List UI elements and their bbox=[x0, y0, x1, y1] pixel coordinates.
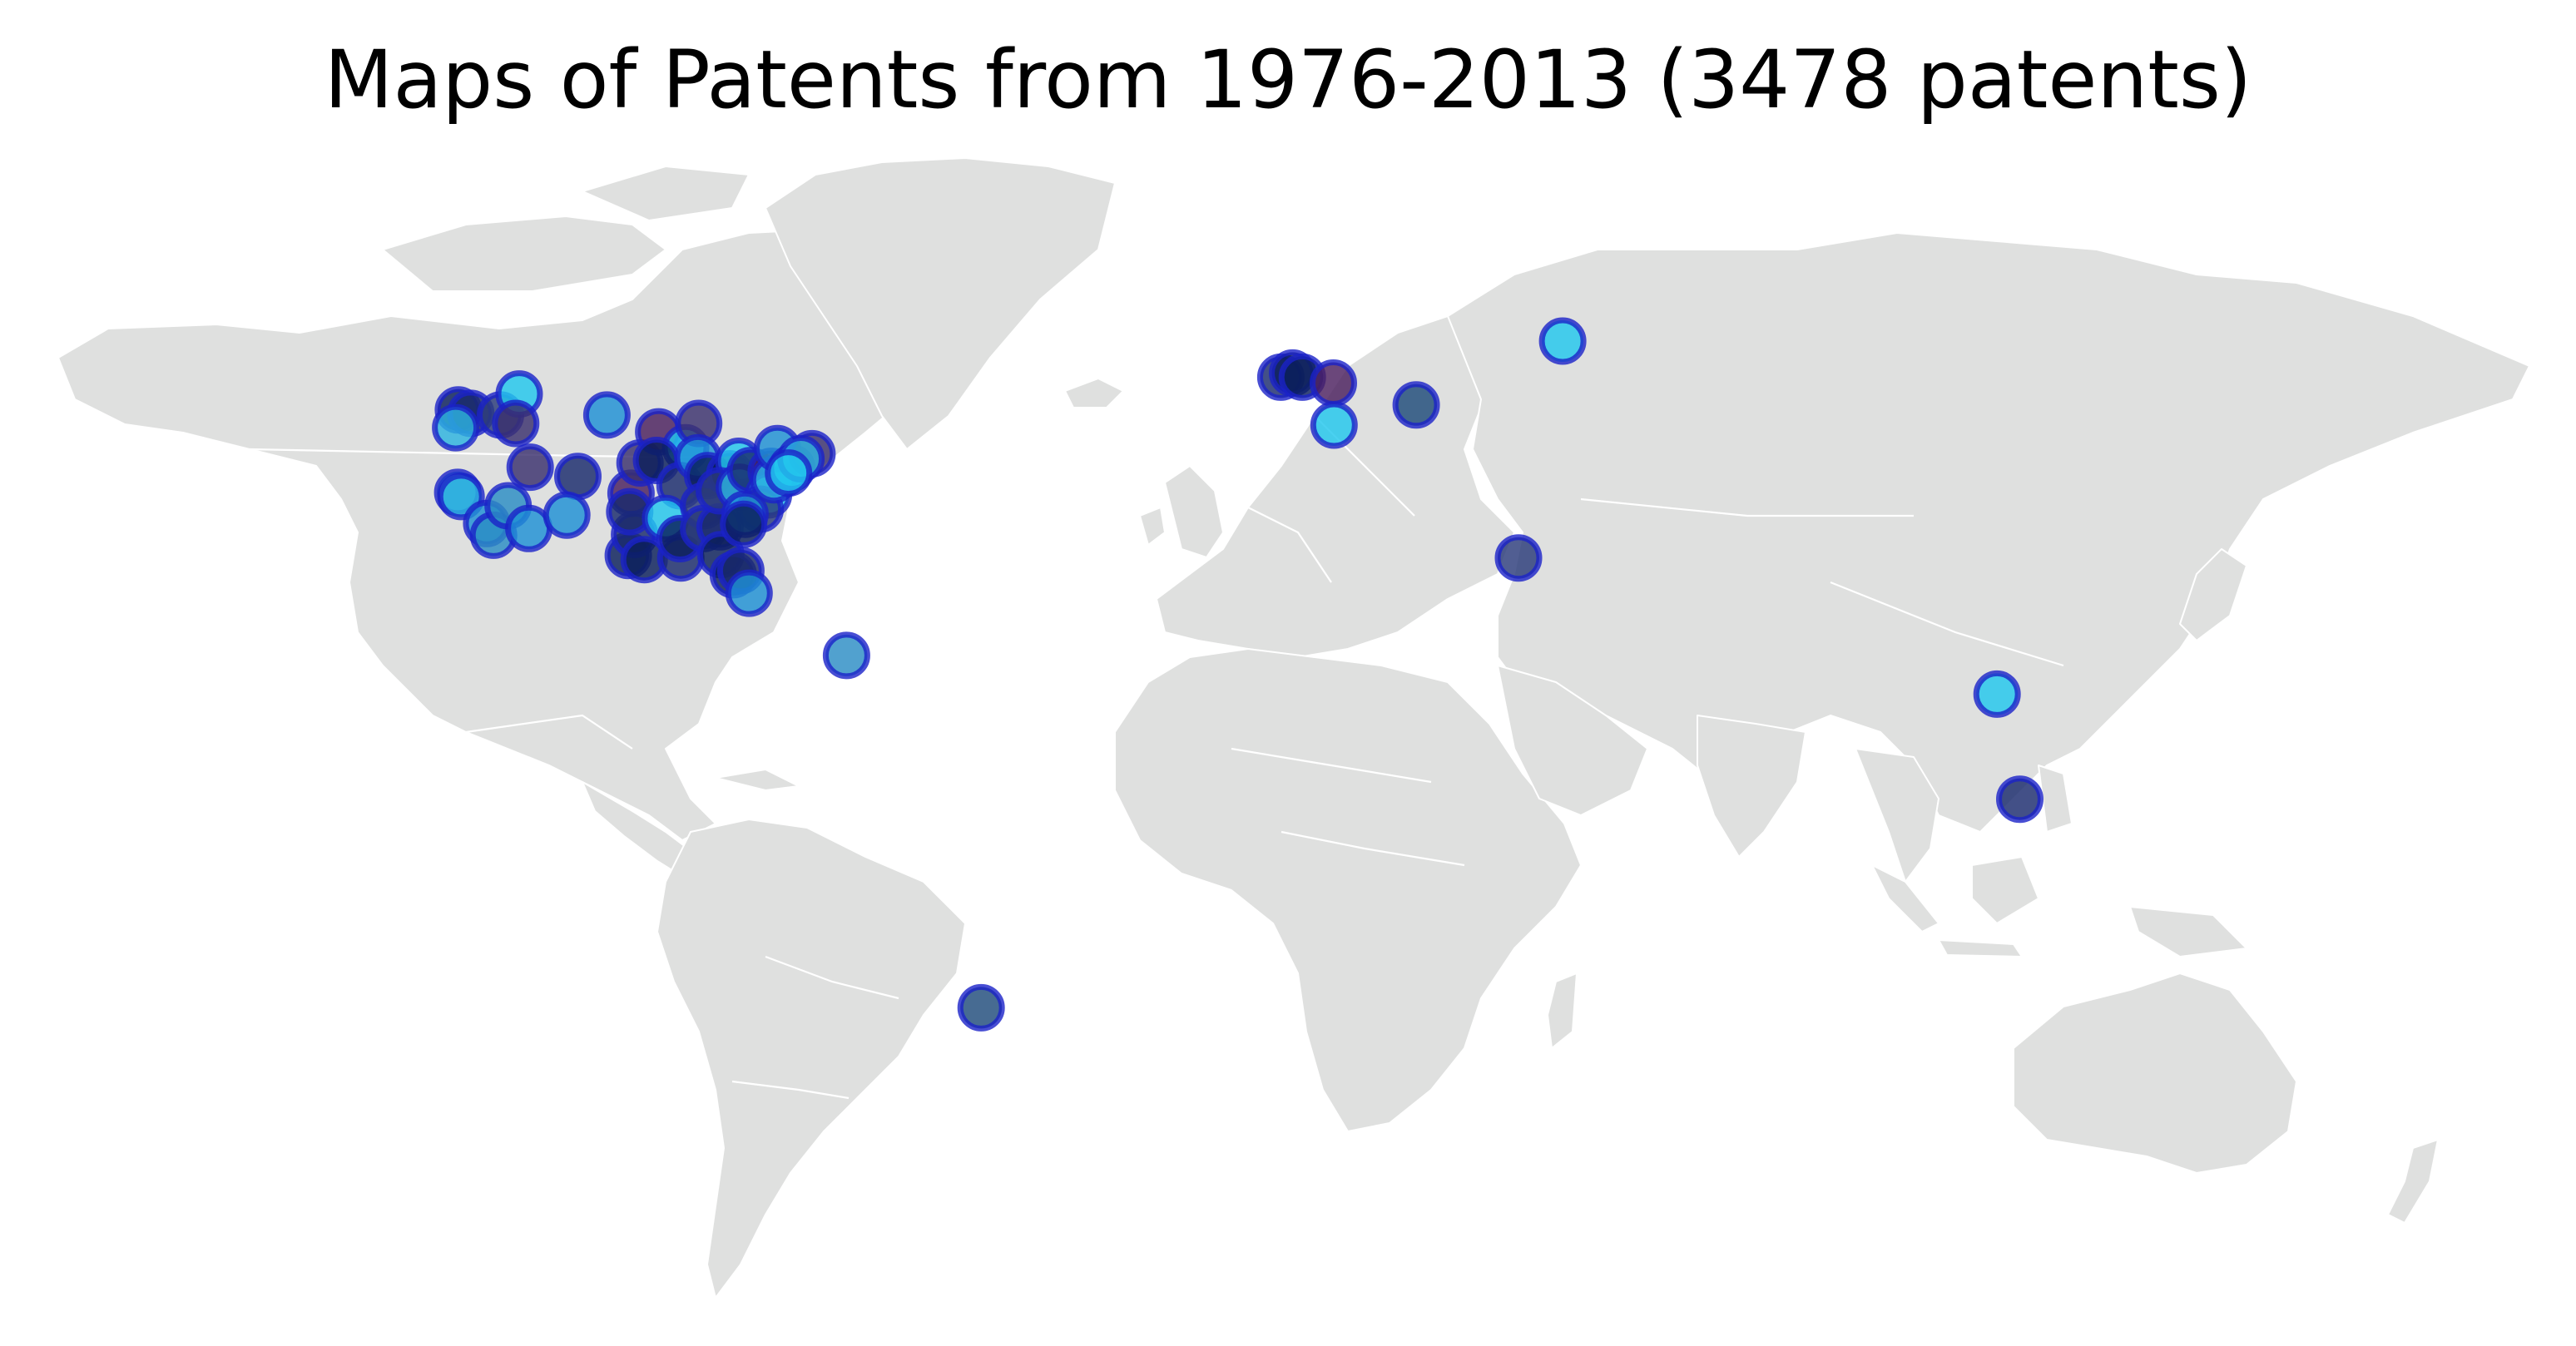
patent-marker bbox=[1313, 363, 1355, 404]
patent-marker bbox=[1395, 384, 1437, 426]
patent-marker bbox=[557, 456, 599, 497]
land-south-america bbox=[657, 819, 965, 1298]
land-arctic-islands bbox=[383, 216, 666, 291]
land-ireland bbox=[1140, 507, 1165, 545]
patent-marker bbox=[1498, 537, 1539, 579]
patent-marker bbox=[1976, 673, 2018, 715]
land-new-zealand bbox=[2388, 1140, 2438, 1223]
land-british-isles bbox=[1165, 466, 1223, 557]
patent-marker bbox=[1542, 320, 1583, 362]
patent-marker bbox=[1313, 404, 1355, 446]
land-australia bbox=[2014, 973, 2296, 1173]
landmasses bbox=[58, 158, 2529, 1298]
patent-marker bbox=[509, 447, 551, 488]
land-iceland bbox=[1065, 379, 1123, 408]
patent-marker bbox=[768, 453, 810, 494]
patent-marker bbox=[728, 572, 770, 614]
patent-marker bbox=[1999, 779, 2041, 820]
patent-marker bbox=[495, 403, 537, 444]
patent-marker bbox=[960, 987, 1002, 1028]
land-india bbox=[1697, 715, 1806, 857]
patent-marker bbox=[586, 394, 627, 436]
land-java bbox=[1939, 940, 2022, 957]
land-madagascar bbox=[1548, 973, 1577, 1048]
patent-marker bbox=[825, 635, 867, 676]
land-cuba bbox=[716, 769, 799, 790]
patent-marker bbox=[435, 407, 477, 448]
land-philippines bbox=[2039, 765, 2072, 832]
patent-marker bbox=[723, 503, 765, 545]
land-borneo bbox=[1972, 857, 2039, 923]
land-new-guinea bbox=[2130, 907, 2247, 957]
land-arctic-islands-2 bbox=[582, 166, 749, 220]
patent-marker bbox=[546, 494, 587, 536]
